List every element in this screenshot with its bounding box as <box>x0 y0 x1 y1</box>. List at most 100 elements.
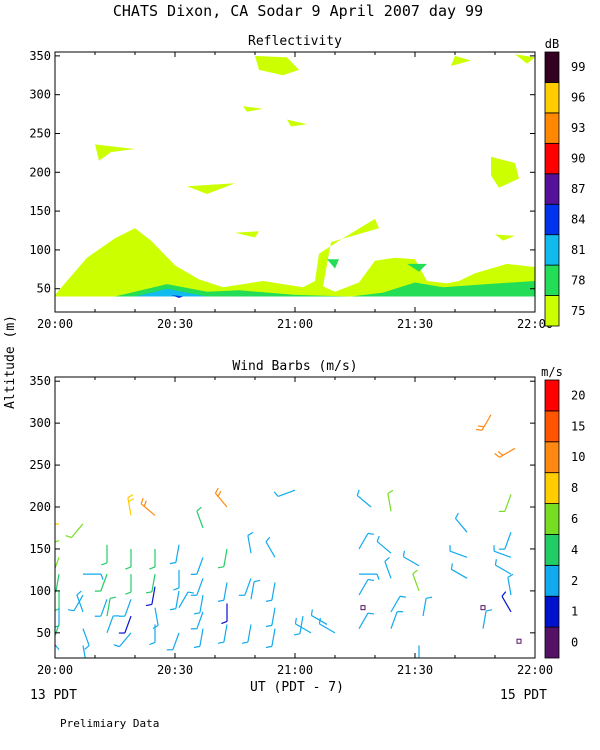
colorbar-unit: dB <box>545 37 559 51</box>
wind-barb <box>94 599 108 617</box>
wind-barb <box>55 540 60 543</box>
wind-barb <box>390 611 404 629</box>
left-time-note: 13 PDT <box>30 688 77 703</box>
plot-frame <box>54 376 536 659</box>
wind-barb <box>190 557 204 575</box>
colorbar-label: 93 <box>571 121 585 135</box>
colorbar-label: 10 <box>571 450 585 464</box>
contour-region <box>327 259 339 269</box>
wind-barb <box>358 612 375 629</box>
wind-barbs-panel: Wind Barbs (m/s) 20:00 20:30 21:00 21:30 22:0… <box>29 359 585 677</box>
wind-barb <box>293 615 304 636</box>
wind-barb <box>390 595 407 613</box>
colorbar-label: 99 <box>571 60 585 74</box>
colorbar-swatch <box>544 234 560 266</box>
wind-barb <box>498 494 512 513</box>
wind-barb <box>494 447 516 458</box>
wind-barb <box>82 628 90 650</box>
y-tick-label: 100 <box>29 243 51 257</box>
calm-wind-marker <box>480 605 486 611</box>
contour-region <box>135 288 207 297</box>
wind-barb <box>145 574 156 594</box>
wind-barb <box>356 489 372 508</box>
contour-region <box>515 54 535 64</box>
wind-barb <box>125 574 132 595</box>
wind-barb <box>358 532 375 550</box>
wind-barb <box>113 632 132 648</box>
colorbar-swatch <box>544 203 560 236</box>
wind-barb <box>221 603 228 625</box>
colorbar-label: 96 <box>571 91 585 105</box>
wind-barb <box>55 590 60 612</box>
contour-region <box>187 183 235 194</box>
colorbar-swatch <box>544 264 560 296</box>
wind-barb <box>318 617 336 634</box>
plot-area <box>55 414 522 658</box>
y-axis-label: Altitude (m) <box>3 315 18 409</box>
wind-barb <box>376 535 392 554</box>
wind-barb <box>214 487 228 508</box>
colorbar-swatch <box>544 441 560 474</box>
wind-barb <box>67 594 84 612</box>
colorbar-label: 4 <box>571 543 578 557</box>
x-tick-label: 21:00 <box>277 317 313 331</box>
x-tick-label: 20:00 <box>37 317 73 331</box>
y-tick-label: 250 <box>29 458 51 472</box>
wind-barb <box>94 573 108 592</box>
wind-barb <box>145 586 156 607</box>
y-tick-label: 350 <box>29 374 51 388</box>
contour-region <box>235 231 259 238</box>
wind-barb <box>422 596 433 617</box>
wind-barb <box>106 596 117 617</box>
wind-barb <box>65 523 84 539</box>
contour-region <box>491 156 519 188</box>
wind-barb <box>265 582 276 602</box>
y-tick-label: 150 <box>29 204 51 218</box>
colorbar-label: 20 <box>571 388 585 402</box>
colorbar-swatch <box>544 410 560 443</box>
colorbar-label: 84 <box>571 212 585 226</box>
wind-barb <box>273 489 296 497</box>
colorbar-swatch <box>544 472 560 504</box>
contour-region <box>451 55 471 66</box>
wind-barb <box>149 624 156 646</box>
colorbar-swatch <box>544 295 560 327</box>
wind-barb <box>358 578 375 596</box>
wind-barb <box>507 573 514 596</box>
y-tick-label: 300 <box>29 416 51 430</box>
wind-barb <box>482 609 493 629</box>
wind-barb <box>217 582 228 602</box>
footer-note: Prelimiary Data <box>60 717 159 730</box>
wind-barb <box>83 573 104 580</box>
colorbar-swatch <box>544 82 560 114</box>
x-axis-label: UT (PDT - 7) <box>250 680 344 695</box>
y-tick-label: 350 <box>29 49 51 63</box>
y-tick-label: 50 <box>37 282 51 296</box>
colorbar-label: 6 <box>571 512 578 526</box>
wind-barb <box>217 624 228 644</box>
wind-barb <box>55 574 60 593</box>
colorbar-swatch <box>544 51 560 83</box>
wind-barb <box>193 628 204 649</box>
wind-barb <box>265 536 276 558</box>
y-tick-label: 100 <box>29 584 51 598</box>
y-tick-label: 200 <box>29 165 51 179</box>
contour-region <box>55 218 535 297</box>
colorbar-swatch <box>544 503 560 535</box>
wind-barb <box>149 548 156 570</box>
wind-barb <box>82 645 86 658</box>
wind-barb <box>265 628 276 649</box>
y-tick-label: 300 <box>29 88 51 102</box>
wind-barb <box>190 578 204 596</box>
colorbar-swatch <box>544 534 560 566</box>
colorbar-unit: m/s <box>541 365 563 379</box>
plot-area <box>55 54 535 298</box>
wind-barb <box>166 632 180 651</box>
colorbar-label: 2 <box>571 574 578 588</box>
wind-barb <box>359 573 380 580</box>
wind-barb <box>475 414 492 431</box>
wind-barb <box>384 557 392 579</box>
panel-title: Wind Barbs (m/s) <box>232 359 357 374</box>
colorbar-swatch <box>544 564 560 597</box>
